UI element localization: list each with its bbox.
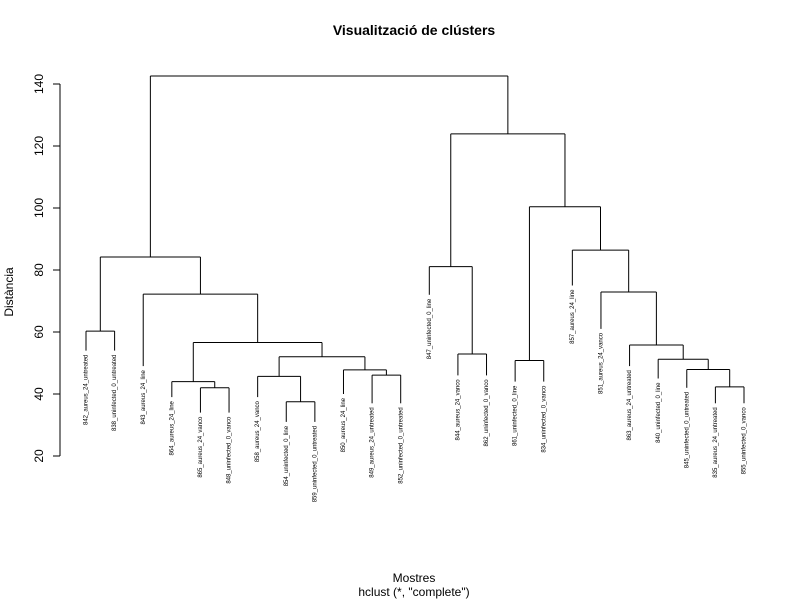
leaf-label: 849_aureus_24_untreated bbox=[370, 407, 376, 477]
dendrogram-tree bbox=[85, 75, 745, 422]
leaf-label: 843_aureus_24_line bbox=[141, 369, 147, 424]
leaf-label: 848_uninfected_0_vanco bbox=[227, 416, 233, 484]
leaf-label: 845_uninfected_0_untreated bbox=[684, 392, 690, 468]
y-tick-label: 80 bbox=[32, 263, 46, 277]
leaf-label: 850_aureus_24_line bbox=[341, 397, 347, 452]
leaf-label: 834_uninfected_0_vanco bbox=[541, 385, 547, 453]
leaf-label: 862_uninfected_0_vanco bbox=[484, 379, 490, 447]
leaf-label: 842_aureus_24_untreated bbox=[84, 355, 90, 425]
leaf-label: 847_uninfected_0_line bbox=[427, 298, 433, 359]
leaf-label: 854_uninfected_0_line bbox=[284, 425, 290, 486]
leaf-label: 865_aureus_24_vanco bbox=[198, 416, 204, 478]
y-tick-label: 40 bbox=[32, 387, 46, 401]
leaf-label: 855_uninfected_0_vanco bbox=[742, 407, 748, 475]
chart-title: Visualització de clústers bbox=[333, 22, 496, 38]
leaf-label: 852_uninfected_0_untreated bbox=[398, 407, 404, 483]
leaf-label: 838_uninfected_0_untreated bbox=[112, 355, 118, 431]
leaf-label: 851_aureus_24_vanco bbox=[599, 332, 605, 394]
leaf-label: 859_uninfected_0_untreated bbox=[312, 426, 318, 502]
y-axis-label: Distància bbox=[2, 267, 16, 317]
leaf-label: 835_aureus_24_untreated bbox=[713, 407, 719, 477]
leaf-labels: 842_aureus_24_untreated 838_uninfected_0_… bbox=[84, 289, 748, 502]
leaf-label: 861_uninfected_0_line bbox=[513, 385, 519, 446]
leaf-label: 863_aureus_24_untreated bbox=[627, 370, 633, 440]
y-axis: 20 40 60 80 100 120 140 bbox=[32, 74, 61, 463]
y-tick-label: 120 bbox=[32, 136, 46, 156]
y-tick-label: 140 bbox=[32, 74, 46, 94]
y-tick-label: 100 bbox=[32, 198, 46, 218]
y-tick-label: 60 bbox=[32, 325, 46, 339]
y-tick-label: 20 bbox=[32, 449, 46, 463]
leaf-label: 858_aureus_24_vanco bbox=[255, 400, 261, 462]
method-subtitle: hclust (*, "complete") bbox=[358, 585, 469, 599]
leaf-label: 840_uninfected_0_line bbox=[656, 382, 662, 443]
leaf-label: 844_aureus_24_vanco bbox=[455, 379, 461, 441]
leaf-label: 864_aureus_24_line bbox=[169, 400, 175, 455]
x-axis-label: Mostres bbox=[393, 571, 436, 585]
leaf-label: 857_aureus_24_line bbox=[570, 289, 576, 344]
